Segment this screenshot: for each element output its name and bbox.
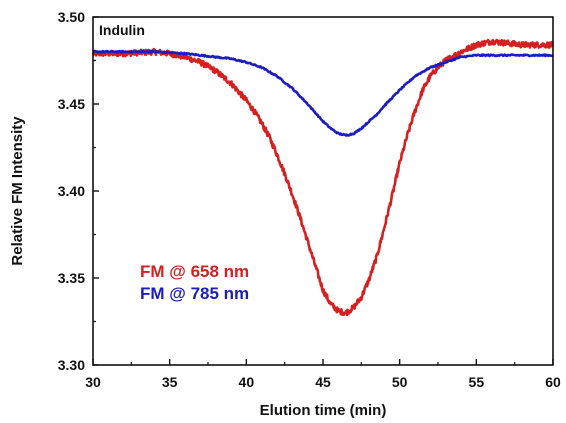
plot-area xyxy=(93,17,553,365)
chart-title: Indulin xyxy=(99,22,145,38)
y-tick-label: 3.50 xyxy=(58,9,85,25)
x-tick-label: 55 xyxy=(469,374,485,390)
series-lines xyxy=(91,38,555,317)
legend-entry-658nm: FM @ 658 nm xyxy=(140,262,249,281)
x-tick-label: 35 xyxy=(162,374,178,390)
y-tick-label: 3.35 xyxy=(58,270,85,286)
y-tick-label: 3.30 xyxy=(58,357,85,373)
y-axis-title: Relative FM Intensity xyxy=(9,116,26,266)
x-tick-label: 45 xyxy=(315,374,331,390)
x-axis-title: Elution time (min) xyxy=(260,402,387,419)
x-tick-label: 50 xyxy=(392,374,408,390)
x-axis: 30 35 40 45 50 55 60 xyxy=(85,359,561,390)
y-tick-label: 3.45 xyxy=(58,96,85,112)
legend-entry-785nm: FM @ 785 nm xyxy=(140,284,249,303)
x-tick-label: 30 xyxy=(85,374,101,390)
y-tick-label: 3.40 xyxy=(58,183,85,199)
series-line-1 xyxy=(92,49,554,137)
y-axis: 3.30 3.35 3.40 3.45 3.50 xyxy=(58,9,99,373)
x-tick-label: 60 xyxy=(545,374,561,390)
x-tick-label: 40 xyxy=(239,374,255,390)
